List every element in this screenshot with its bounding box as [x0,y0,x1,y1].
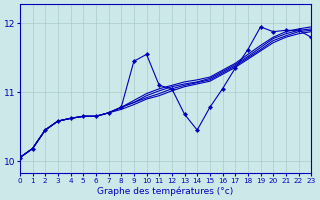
X-axis label: Graphe des températures (°c): Graphe des températures (°c) [97,186,234,196]
